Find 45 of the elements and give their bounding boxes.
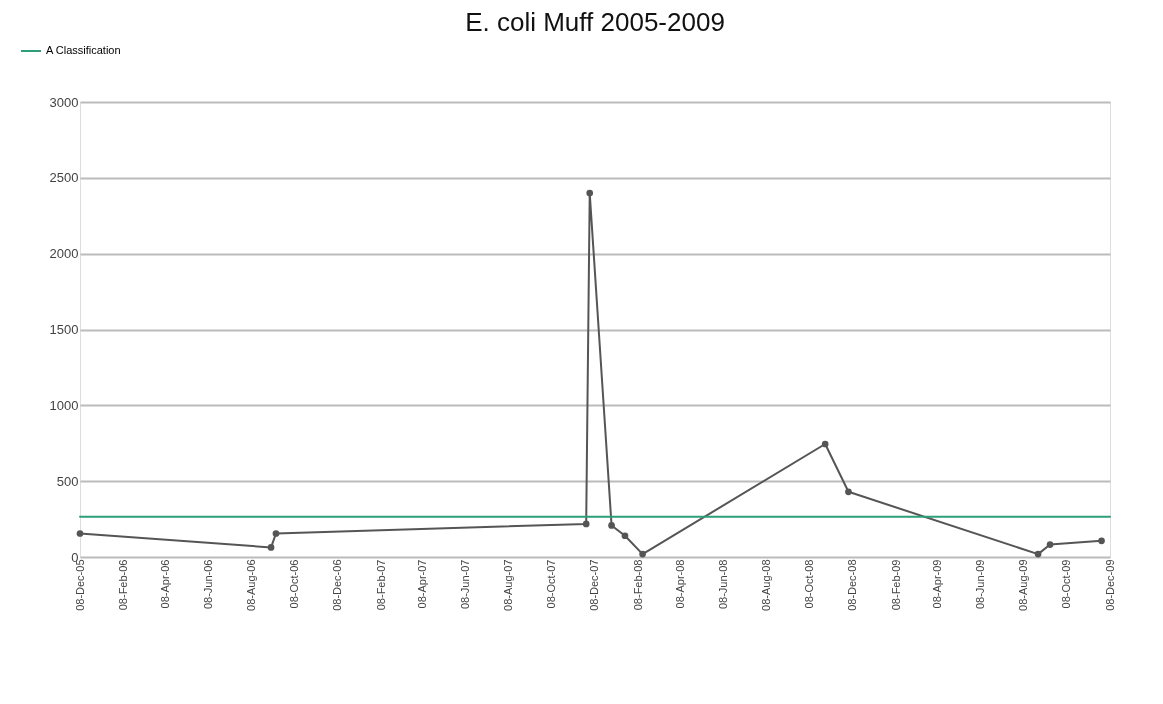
chart-title: E. coli Muff 2005-2009 [465, 7, 725, 37]
y-tick-label: 2000 [49, 246, 79, 262]
x-tick-label: 08-Dec-09 [1103, 559, 1116, 611]
point [267, 544, 275, 551]
point [76, 530, 84, 537]
x-tick-label: 08-Apr-09 [931, 559, 944, 609]
x-tick-label: 08-Dec-06 [330, 559, 343, 611]
point [608, 522, 615, 529]
point [821, 440, 829, 448]
x-tick-label: 08-Aug-07 [502, 559, 515, 611]
point [621, 532, 629, 540]
x-tick-label: 08-Aug-09 [1017, 559, 1030, 611]
x-tick-label: 08-Jun-08 [717, 559, 730, 610]
x-tick-label: 08-Feb-06 [117, 559, 130, 611]
point [639, 550, 646, 558]
point [1046, 541, 1054, 548]
point [272, 530, 280, 537]
y-tick-label: 1500 [49, 322, 79, 337]
point [582, 520, 590, 528]
legend-label: A Classification [46, 44, 121, 56]
y-tick-label: 2500 [49, 170, 79, 186]
y-tick-label: 1000 [49, 397, 79, 413]
x-tick-label: 08-Apr-06 [158, 559, 171, 609]
point [1034, 550, 1042, 558]
x-tick-label: 08-Feb-08 [631, 559, 644, 611]
x-tick-label: 08-Oct-07 [545, 559, 558, 609]
point [845, 488, 852, 496]
x-tick-label: 08-Oct-08 [803, 559, 816, 609]
point [586, 189, 594, 197]
y-tick-label: 500 [56, 473, 79, 489]
x-tick-label: 08-Dec-08 [846, 559, 859, 611]
y-tick-label: 3000 [49, 94, 79, 110]
x-tick-label: 08-Apr-07 [416, 559, 429, 609]
x-tick-label: 08-Jun-06 [201, 559, 214, 610]
x-tick-label: 08-Oct-09 [1060, 559, 1073, 609]
x-tick-label: 08-Apr-08 [674, 559, 687, 609]
x-tick-label: 08-Aug-08 [760, 559, 773, 611]
x-tick-label: 08-Jun-07 [459, 559, 472, 610]
x-tick-label: 08-Aug-06 [244, 559, 257, 611]
x-tick-label: 08-Feb-09 [889, 559, 902, 611]
x-tick-label: 08-Dec-07 [588, 559, 601, 611]
x-tick-label: 08-Jun-09 [974, 559, 987, 610]
point [1098, 537, 1105, 545]
x-tick-label: 08-Feb-07 [374, 559, 387, 611]
x-tick-label: 08-Oct-06 [287, 559, 300, 609]
